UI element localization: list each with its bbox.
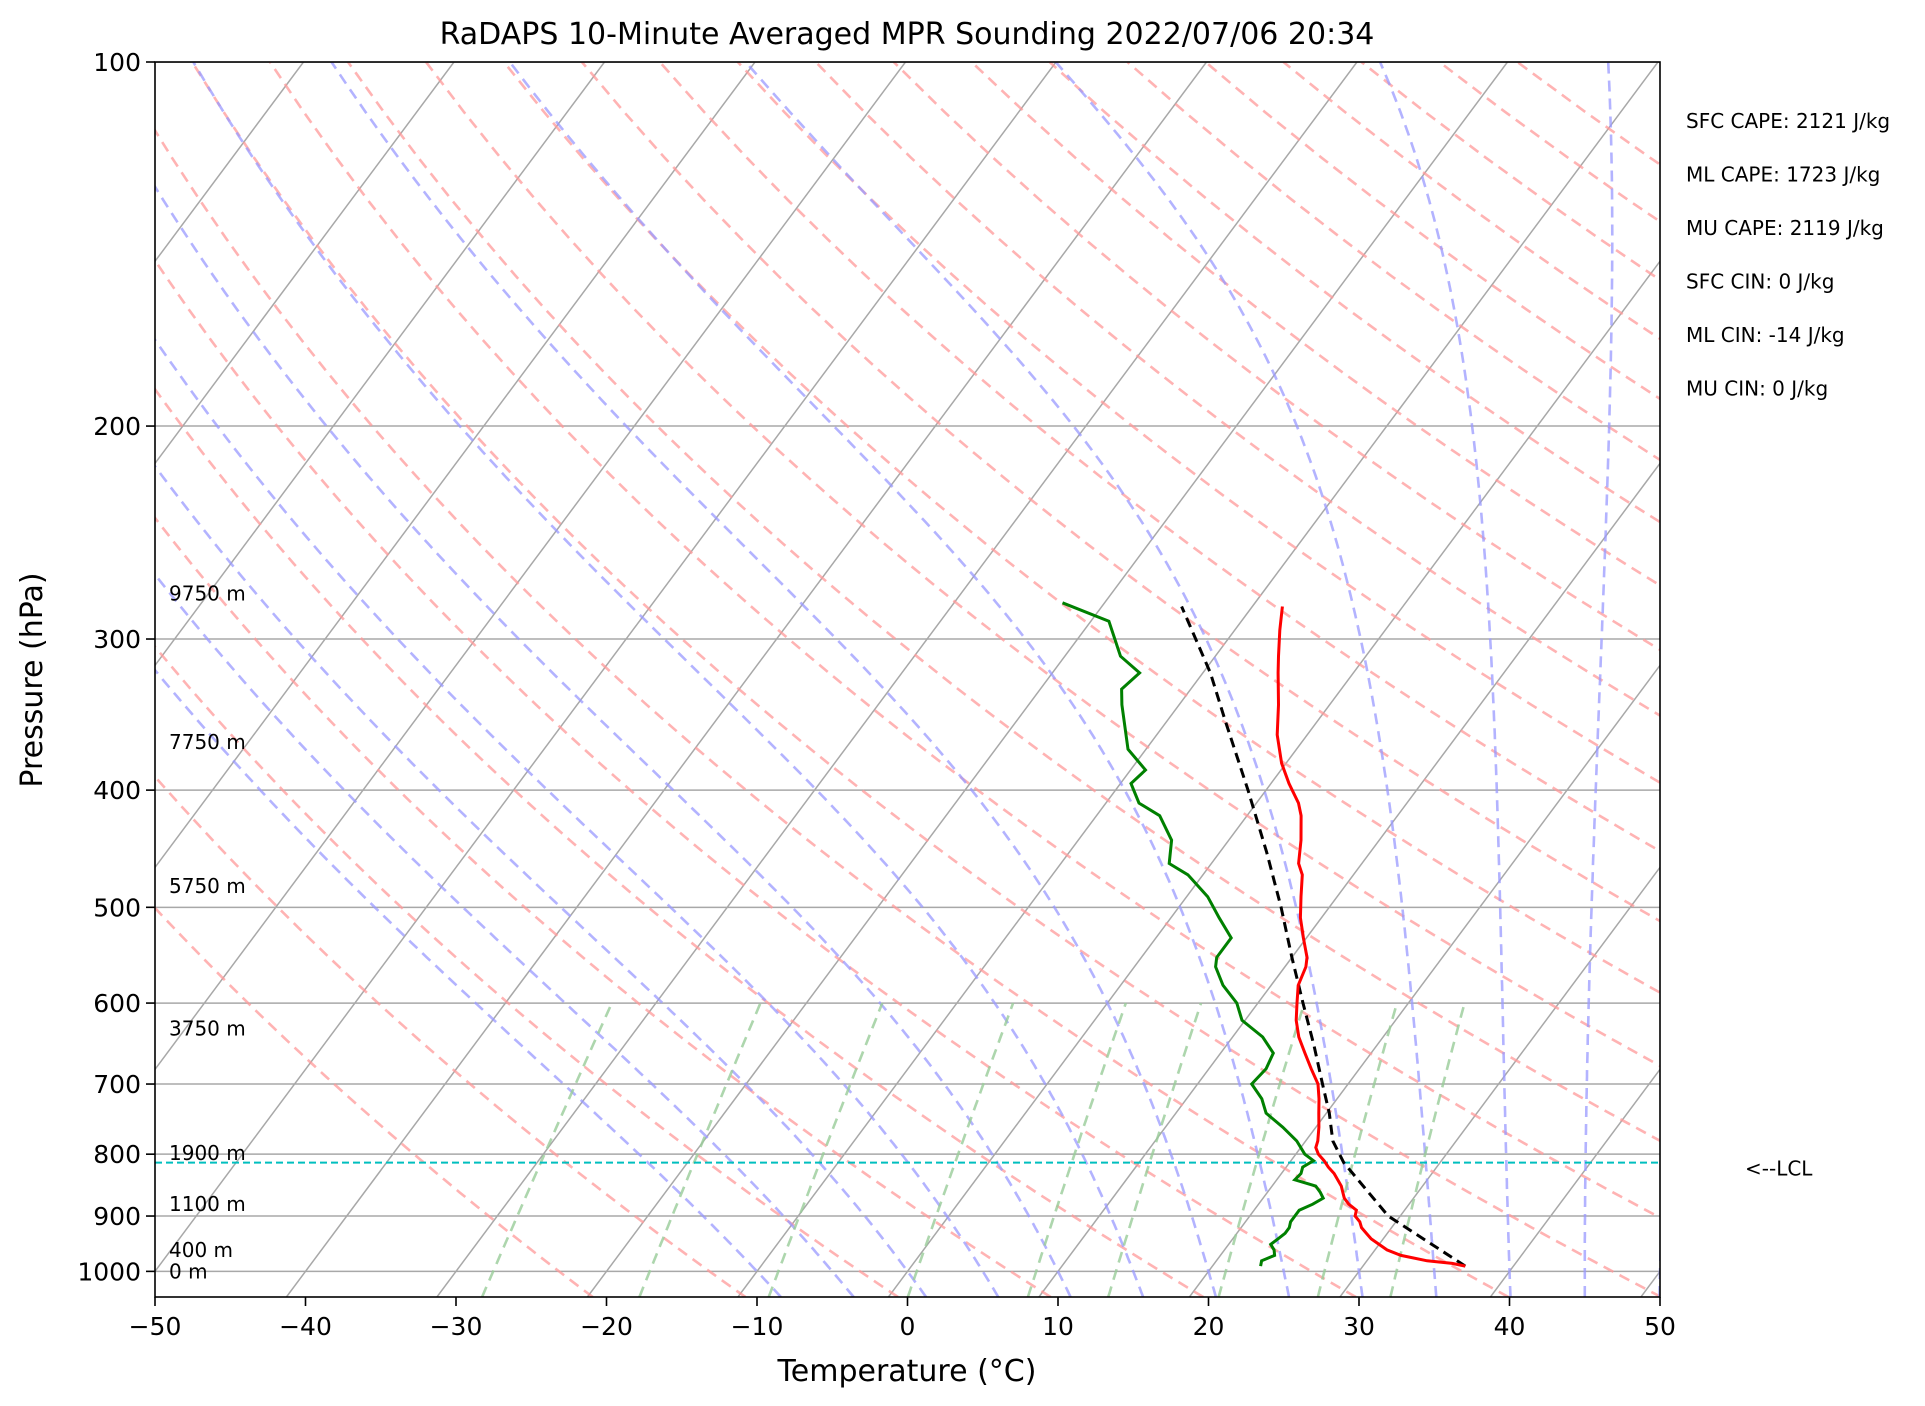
parcel-profile-line xyxy=(1180,605,1467,1268)
y-axis-ticks: 100 200 300 400 500 600 700 800 900 1000 xyxy=(77,48,155,1286)
mixing-ratio-line xyxy=(1217,1002,1306,1297)
height-label: 1900 m xyxy=(169,1141,246,1165)
dry-adiabat-line xyxy=(191,62,1660,1297)
dry-adiabat-lines xyxy=(155,62,1660,1297)
isotherm-line xyxy=(1038,462,1660,1297)
moist-adiabat-line xyxy=(192,62,1145,1297)
height-label: 3750 m xyxy=(169,1017,246,1041)
dry-adiabat-line xyxy=(970,62,1660,587)
dry-adiabat-line xyxy=(155,644,899,1297)
x-axis-label: Temperature (°C) xyxy=(777,1354,1037,1389)
dry-adiabat-line xyxy=(658,62,1660,853)
chart-title: RaDAPS 10-Minute Averaged MPR Sounding 2… xyxy=(440,17,1375,52)
dry-adiabat-line xyxy=(502,62,1660,995)
moist-adiabat-line xyxy=(1054,62,1438,1297)
y-axis-label: Pressure (hPa) xyxy=(15,572,50,787)
isotherm-line xyxy=(737,62,1659,1297)
x-tick-label: −40 xyxy=(279,1312,332,1341)
moist-adiabat-line xyxy=(155,464,928,1297)
mixing-ratio-line xyxy=(480,1002,613,1297)
pressure-gridlines xyxy=(155,62,1660,1273)
height-label: 1100 m xyxy=(169,1192,246,1216)
isotherm-lines xyxy=(155,62,1660,1297)
y-tick-label: 800 xyxy=(93,1140,141,1169)
dewpoint-profile-line xyxy=(1061,601,1326,1267)
stability-annotation: ML CIN: -14 J/kg xyxy=(1686,323,1845,347)
isotherm-line xyxy=(155,62,606,667)
moist-adiabat-line xyxy=(1583,62,1614,1297)
stability-annotation: SFC CIN: 0 J/kg xyxy=(1686,270,1834,294)
y-tick-label: 300 xyxy=(93,625,141,654)
x-tick-label: 30 xyxy=(1343,1312,1375,1341)
x-tick-label: −20 xyxy=(580,1312,633,1341)
height-label: 0 m xyxy=(169,1259,208,1283)
mixing-ratio-line xyxy=(1026,1002,1128,1297)
moist-adiabat-line xyxy=(155,572,855,1297)
stability-annotation: ML CAPE: 1723 J/kg xyxy=(1686,163,1880,187)
x-tick-label: −30 xyxy=(430,1312,483,1341)
moist-adiabat-line xyxy=(155,184,1072,1297)
height-label: 400 m xyxy=(169,1238,233,1262)
moist-adiabat-line xyxy=(155,337,1000,1297)
isotherm-line xyxy=(155,62,907,1071)
x-tick-label: 40 xyxy=(1494,1312,1526,1341)
isotherm-line xyxy=(887,260,1660,1297)
y-tick-label: 600 xyxy=(93,989,141,1018)
dry-adiabat-line xyxy=(268,62,1660,1220)
x-tick-label: −10 xyxy=(731,1312,784,1341)
isotherm-line xyxy=(155,62,1057,1273)
height-label: 9750 m xyxy=(169,581,246,605)
moist-adiabat-line xyxy=(1378,62,1512,1297)
stability-annotation: SFC CAPE: 2121 J/kg xyxy=(1686,109,1890,133)
mixing-ratio-line xyxy=(767,1002,884,1297)
isotherm-line xyxy=(1489,1068,1660,1297)
isotherm-line xyxy=(155,62,455,465)
isotherm-line xyxy=(586,62,1509,1297)
x-tick-label: −50 xyxy=(129,1312,182,1341)
mixing-ratio-line xyxy=(906,1002,1015,1297)
mixing-ratio-line xyxy=(1389,1002,1466,1297)
x-tick-label: 20 xyxy=(1193,1312,1225,1341)
plot-area xyxy=(155,62,1660,1297)
dry-adiabat-line xyxy=(155,127,1510,1297)
mixing-ratio-line xyxy=(1106,1002,1203,1297)
isotherm-line xyxy=(155,62,756,869)
isotherm-line xyxy=(1339,866,1660,1297)
dry-adiabat-line xyxy=(155,774,747,1297)
moist-adiabat-line xyxy=(155,668,782,1297)
dry-adiabat-line xyxy=(814,62,1660,718)
temperature-profile-line xyxy=(1275,606,1466,1268)
height-labels: 9750 m 7750 m 5750 m 3750 m 1900 m 1100 m 400 … xyxy=(169,581,246,1283)
moist-adiabat-lines xyxy=(155,62,1660,1297)
lcl-label: <--LCL xyxy=(1745,1157,1813,1181)
height-label: 5750 m xyxy=(169,874,246,898)
stability-annotation: MU CIN: 0 J/kg xyxy=(1686,377,1828,401)
height-label: 7750 m xyxy=(169,730,246,754)
dry-adiabat-line xyxy=(155,258,1357,1297)
y-tick-label: 900 xyxy=(93,1202,141,1231)
y-tick-label: 500 xyxy=(93,893,141,922)
dry-adiabat-line xyxy=(155,515,1052,1297)
isotherm-line xyxy=(436,62,1358,1297)
isotherm-line xyxy=(1188,664,1660,1297)
y-tick-label: 1000 xyxy=(77,1257,141,1286)
y-tick-label: 700 xyxy=(93,1070,141,1099)
x-axis-ticks: −50 −40 −30 −20 −10 0 10 20 30 40 50 xyxy=(129,1297,1676,1341)
stability-annotation: MU CAPE: 2119 J/kg xyxy=(1686,216,1884,240)
isotherm-line xyxy=(285,62,1208,1297)
dry-adiabat-line xyxy=(424,62,1660,1068)
y-tick-label: 400 xyxy=(93,776,141,805)
y-tick-label: 200 xyxy=(93,412,141,441)
mixing-ratio-line xyxy=(638,1002,762,1297)
dry-adiabat-line xyxy=(155,387,1204,1297)
x-tick-label: 0 xyxy=(900,1312,916,1341)
x-tick-label: 50 xyxy=(1644,1312,1676,1341)
y-tick-label: 100 xyxy=(93,48,141,77)
x-tick-label: 10 xyxy=(1042,1312,1074,1341)
moist-adiabat-line xyxy=(508,62,1291,1297)
stability-annotations: SFC CAPE: 2121 J/kg ML CAPE: 1723 J/kg MU … xyxy=(1686,109,1890,401)
